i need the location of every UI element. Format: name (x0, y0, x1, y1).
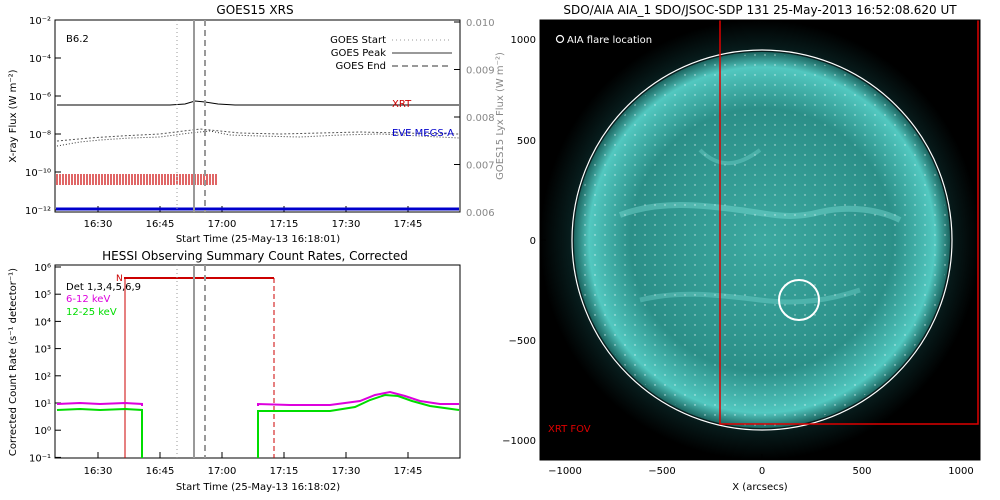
aia-x-tick-label: 0 (759, 466, 765, 477)
aia-y-tick-label: −500 (509, 336, 536, 347)
goes-flux-line (57, 100, 459, 106)
hessi-legend-12-25: 12-25 keV (66, 307, 117, 318)
aia-y-tick-label: 0 (530, 236, 536, 247)
flare-location-circle (778, 279, 820, 321)
aia-title: SDO/AIA AIA_1 SDO/JSOC-SDP 131 25-May-20… (563, 3, 957, 17)
hessi-detectors-label: Det 1,3,4,5,6,9 (66, 282, 141, 293)
goes-y-tick-right-label: 0.006 (466, 208, 495, 219)
goes-lyx-noise-2 (56, 128, 460, 142)
hessi-curve-12-25 (56, 393, 460, 458)
hessi-x-tick-label: 17:30 (332, 466, 361, 477)
sun-limb (571, 49, 953, 431)
goes-class-annotation: B6.2 (66, 34, 89, 45)
hessi-x-tick-label: 17:00 (208, 466, 237, 477)
goes-plot-frame (54, 19, 461, 213)
goes-y-tick-right-label: 0.007 (466, 161, 495, 172)
hessi-y-tick-label: 10⁴ (34, 317, 51, 328)
sun-grid-dots (576, 54, 948, 426)
hessi-legend-6-12: 6-12 keV (66, 294, 110, 305)
goes-x-tick-label: 16:45 (146, 219, 175, 230)
legend-goes-end: GOES End (336, 61, 386, 72)
hessi-y-tick-label: 10⁵ (34, 290, 51, 301)
xrt-fov-label: XRT FOV (548, 424, 591, 435)
goes-y-tick-right-label: 0.008 (466, 113, 495, 124)
hessi-y-ticks: 10⁶ 10⁵ 10⁴ 10³ 10² 10¹ 10⁰ 10⁻¹ (29, 263, 61, 464)
goes-y-tick-label: 10⁻¹⁰ (25, 168, 51, 179)
goes-x-tick-label: 17:30 (332, 219, 361, 230)
goes-title: GOES15 XRS (216, 3, 293, 17)
hessi-curve-6-12 (56, 390, 459, 406)
legend-goes-start: GOES Start (330, 35, 386, 46)
goes-x-tick-label: 17:45 (394, 219, 423, 230)
xrt-coverage-ticks (56, 174, 217, 185)
aia-x-label: X (arcsecs) (732, 482, 788, 493)
goes-y-ticks: 10⁻² 10⁻⁴ 10⁻⁶ 10⁻⁸ 10⁻¹⁰ 10⁻¹² (25, 16, 61, 217)
hessi-night-label: N (116, 274, 123, 284)
aia-panel: SDO/AIA AIA_1 SDO/JSOC-SDP 131 25-May-20… (502, 3, 981, 493)
hessi-y-tick-label: 10² (34, 372, 51, 383)
goes-y-label: X-ray Flux (W m⁻²) (8, 69, 19, 162)
aia-x-ticks: −1000 −500 0 500 1000 (548, 454, 974, 477)
hessi-x-tick-label: 16:30 (84, 466, 113, 477)
goes-x-tick-label: 16:30 (84, 219, 113, 230)
aia-y-ticks: 1000 500 0 −500 −1000 (502, 35, 546, 447)
flare-legend-label: AIA flare location (567, 35, 652, 46)
hessi-x-ticks: 16:30 16:45 17:00 17:15 17:30 17:45 (84, 452, 423, 477)
aia-x-tick-label: −1000 (548, 466, 582, 477)
goes-x-label: Start Time (25-May-13 16:18:01) (176, 234, 340, 245)
goes-panel: GOES15 XRS 10⁻² 10⁻⁴ 10⁻⁶ 10⁻⁸ 10⁻¹⁰ 10⁻¹² 16… (8, 3, 506, 245)
goes-lyx-noise (56, 130, 460, 147)
hessi-x-tick-label: 16:45 (146, 466, 175, 477)
goes-x-tick-label: 17:00 (208, 219, 237, 230)
hessi-panel: HESSI Observing Summary Count Rates, Cor… (8, 249, 461, 493)
xrt-series-label: XRT (392, 99, 412, 110)
aia-y-tick-label: 500 (517, 136, 536, 147)
hessi-y-tick-label: 10⁶ (34, 263, 51, 274)
hessi-x-tick-label: 17:45 (394, 466, 423, 477)
goes-y-tick-right-label: 0.010 (466, 18, 495, 29)
hessi-y-tick-label: 10³ (34, 345, 51, 356)
hessi-x-label: Start Time (25-May-13 16:18:02) (176, 482, 340, 493)
aia-x-tick-label: 500 (852, 466, 871, 477)
hessi-x-tick-label: 17:15 (270, 466, 299, 477)
goes-legend: GOES Start GOES Peak GOES End (330, 35, 452, 72)
hessi-y-label: Corrected Count Rate (s⁻¹ detector⁻¹) (8, 268, 19, 456)
goes-y-tick-label: 10⁻⁶ (29, 92, 51, 103)
xrt-fov-box (719, 20, 979, 425)
goes-y-tick-label: 10⁻¹² (25, 206, 51, 217)
eve-series-label: EVE MEGS-A (392, 128, 454, 139)
aia-y-tick-label: 1000 (511, 35, 536, 46)
hessi-y-tick-label: 10⁰ (34, 426, 51, 437)
hessi-title: HESSI Observing Summary Count Rates, Cor… (102, 249, 408, 263)
aia-y-tick-label: −1000 (502, 436, 536, 447)
goes-y-tick-label: 10⁻⁴ (29, 54, 51, 65)
goes-y-tick-right-label: 0.009 (466, 66, 495, 77)
goes-y-label-right: GOES15 Lyx Flux (W m⁻²) (495, 52, 506, 180)
aia-x-tick-label: −500 (648, 466, 675, 477)
flare-legend-icon (555, 34, 565, 44)
goes-y-ticks-right: 0.010 0.009 0.008 0.007 0.006 (454, 18, 495, 219)
goes-x-ticks: 16:30 16:45 17:00 17:15 17:30 17:45 (84, 206, 423, 230)
hessi-y-tick-label: 10⁻¹ (29, 453, 51, 464)
aia-x-tick-label: 1000 (948, 466, 973, 477)
goes-x-tick-label: 17:15 (270, 219, 299, 230)
goes-y-tick-label: 10⁻² (29, 16, 51, 27)
hessi-y-tick-label: 10¹ (34, 399, 51, 410)
legend-goes-peak: GOES Peak (331, 48, 386, 59)
goes-y-tick-label: 10⁻⁸ (29, 130, 51, 141)
